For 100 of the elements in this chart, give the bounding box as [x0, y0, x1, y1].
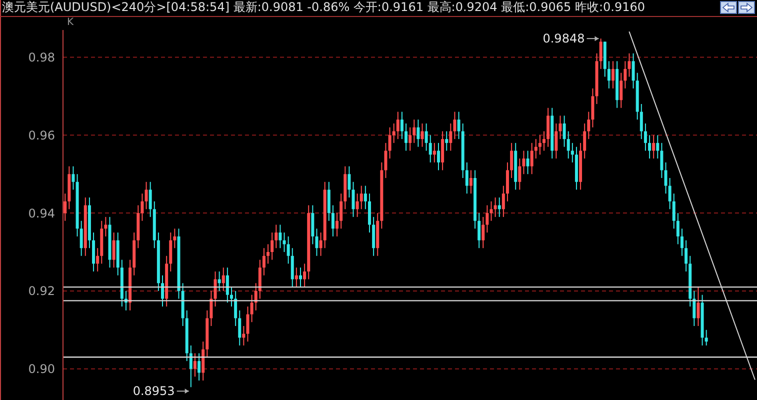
candlestick: [424, 122, 428, 152]
candlestick: [294, 267, 298, 288]
candlestick: [222, 267, 225, 292]
candlestick: [522, 150, 526, 175]
candlestick: [96, 248, 100, 272]
candlestick: [664, 162, 668, 194]
candlestick: [112, 232, 116, 268]
candlestick: [632, 52, 635, 89]
candlestick: [652, 134, 656, 160]
candlestick: [612, 60, 615, 89]
candlestick: [360, 185, 363, 210]
candlestick: [226, 267, 229, 304]
candlestick: [680, 228, 684, 256]
candlestick: [696, 286, 700, 326]
candlestick: [644, 122, 647, 152]
candlestick: [570, 142, 574, 163]
candlestick: [396, 111, 400, 140]
candlestick: [587, 111, 590, 140]
candlestick: [193, 352, 196, 378]
candlestick: [692, 290, 696, 326]
candlestick: [542, 130, 546, 152]
candlestick: [704, 329, 708, 346]
candlestick: [303, 263, 306, 288]
candlestick: [526, 150, 530, 175]
y-tick-label: 0.98: [28, 50, 55, 65]
candlestick: [668, 178, 672, 210]
y-tick-label: 0.90: [28, 362, 55, 376]
candlestick: [445, 130, 448, 152]
candlestick: [599, 38, 602, 70]
candlestick: [562, 115, 566, 148]
candlestick: [640, 104, 643, 140]
candlestick: [486, 204, 489, 234]
candlestick: [340, 193, 343, 230]
y-tick-label: 0.92: [28, 284, 55, 298]
candlestick: [189, 344, 192, 388]
candlestick: [148, 181, 152, 218]
candlestick: [436, 142, 440, 171]
candlestick: [202, 341, 205, 382]
candlestick: [428, 134, 432, 163]
candlestick: [628, 52, 631, 78]
candlestick: [660, 142, 664, 178]
candlestick: [364, 185, 367, 210]
candlestick: [274, 224, 278, 249]
candlestick: [441, 130, 444, 171]
candlestick: [490, 200, 493, 222]
candlestick: [502, 185, 505, 218]
candlestick: [656, 134, 660, 160]
candlestick: [348, 166, 351, 198]
candlestick: [290, 248, 294, 288]
candlestick: [583, 122, 586, 160]
candlestick: [356, 193, 359, 218]
text: K: [67, 17, 74, 28]
candlestick: [270, 232, 274, 260]
candlestick: [607, 60, 610, 89]
candlestick: [352, 181, 355, 218]
candlestick: [420, 122, 424, 148]
candlestick: [104, 216, 108, 237]
candlestick: [92, 232, 96, 272]
candlestick: [278, 224, 282, 249]
candlestick: [546, 107, 550, 148]
candlestick: [530, 142, 534, 175]
candlestick: [198, 352, 201, 382]
candlestick: [266, 244, 270, 264]
candlestick: [234, 290, 238, 326]
candlestick: [676, 212, 680, 245]
candlestick: [173, 228, 176, 249]
candlestick: [214, 270, 217, 308]
candlestick: [210, 290, 213, 326]
candlestick: [384, 142, 388, 178]
candlestick: [412, 119, 416, 144]
chart-title: 澳元美元(AUDUSD)<240分>[04:58:54] 最新:0.9081 -0.86% 今开:0.9161 最高:0.9204 最低:0.9065 昨收:0.9160: [2, 0, 646, 15]
candlestick: [684, 240, 688, 272]
annotation: 0.9848: [542, 32, 585, 46]
candlestick: [538, 134, 542, 156]
candlestick: [64, 193, 67, 222]
candlestick: [388, 126, 392, 160]
candlestick: [482, 216, 485, 249]
candlestick: [591, 88, 594, 128]
y-tick-label: 0.94: [28, 206, 55, 220]
candlestick: [404, 122, 408, 152]
candlestick: [140, 193, 144, 222]
candlestick: [315, 228, 318, 256]
candlestick: [169, 232, 172, 272]
candlestick: [449, 122, 452, 152]
candlestick: [558, 115, 562, 140]
candlestick: [299, 267, 302, 288]
candlestick: [246, 306, 250, 342]
y-tick-label: 0.96: [28, 128, 55, 142]
candlestick: [72, 166, 75, 190]
candlestick: [311, 204, 314, 245]
candlestick: [620, 72, 623, 108]
candlestick: [518, 158, 522, 190]
candlestick: [453, 111, 456, 140]
candlestick: [327, 181, 330, 222]
candlestick: [258, 259, 262, 300]
candlestick: [400, 111, 404, 140]
candlestick: [469, 170, 472, 194]
candlestick: [416, 119, 420, 148]
candlestick: [457, 111, 460, 140]
annotation: 0.8953: [132, 384, 175, 398]
